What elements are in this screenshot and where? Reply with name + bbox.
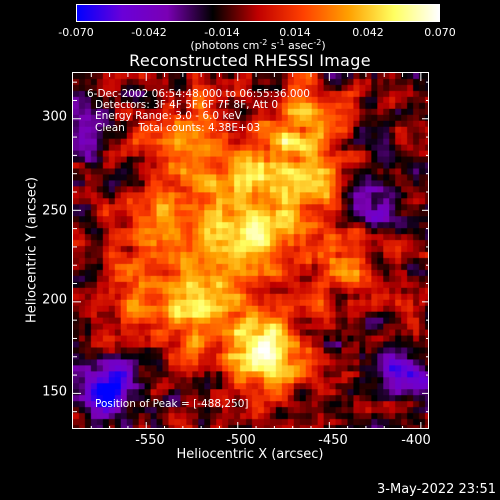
annotation-peak-position: Position of Peak = [-488,250] <box>95 398 249 410</box>
image-frame: 6-Dec-2002 06:54:48.000 to 06:55:36.000 … <box>72 72 429 429</box>
annotation-time-range: 6-Dec-2002 06:54:48.000 to 06:55:36.000 <box>87 88 310 100</box>
plot-title: Reconstructed RHESSI Image <box>129 51 371 70</box>
colorbar-tick-label: -0.070 <box>58 26 94 39</box>
annotation-energy-range: Energy Range: 3.0 - 6.0 keV <box>95 110 242 122</box>
colorbar-tick-label: 0.070 <box>424 26 456 39</box>
colorbar-tick-label: 0.014 <box>279 26 311 39</box>
colorbar-tick-label: -0.014 <box>204 26 240 39</box>
x-tick-label: -500 <box>226 433 256 448</box>
annotation-clean: Clean Total counts: 4.38E+03 <box>95 122 261 134</box>
y-tick-label: 250 <box>42 203 67 219</box>
x-tick-label: -550 <box>135 433 165 448</box>
colorbar-tick-label: -0.042 <box>131 26 167 39</box>
plot-timestamp: 3-May-2022 23:51 <box>377 482 496 497</box>
x-tick-label: -450 <box>318 433 348 448</box>
x-axis-label: Heliocentric X (arcsec) <box>176 447 324 462</box>
axis-ticks <box>73 73 428 428</box>
x-tick-label: -400 <box>401 433 431 448</box>
colorbar-tick-label: 0.042 <box>352 26 384 39</box>
colorbar-units: (photons cm-2 s-1 asec-2) <box>190 38 326 52</box>
y-axis-label: Heliocentric Y (arcsec) <box>24 177 40 323</box>
annotation-detectors: Detectors: 3F 4F 5F 6F 7F 8F, Att 0 <box>95 99 279 111</box>
y-tick-label: 300 <box>42 109 67 125</box>
colorbar <box>76 4 440 22</box>
y-tick-label: 200 <box>42 292 67 308</box>
y-tick-label: 150 <box>42 384 67 400</box>
heatmap-image <box>73 73 428 428</box>
